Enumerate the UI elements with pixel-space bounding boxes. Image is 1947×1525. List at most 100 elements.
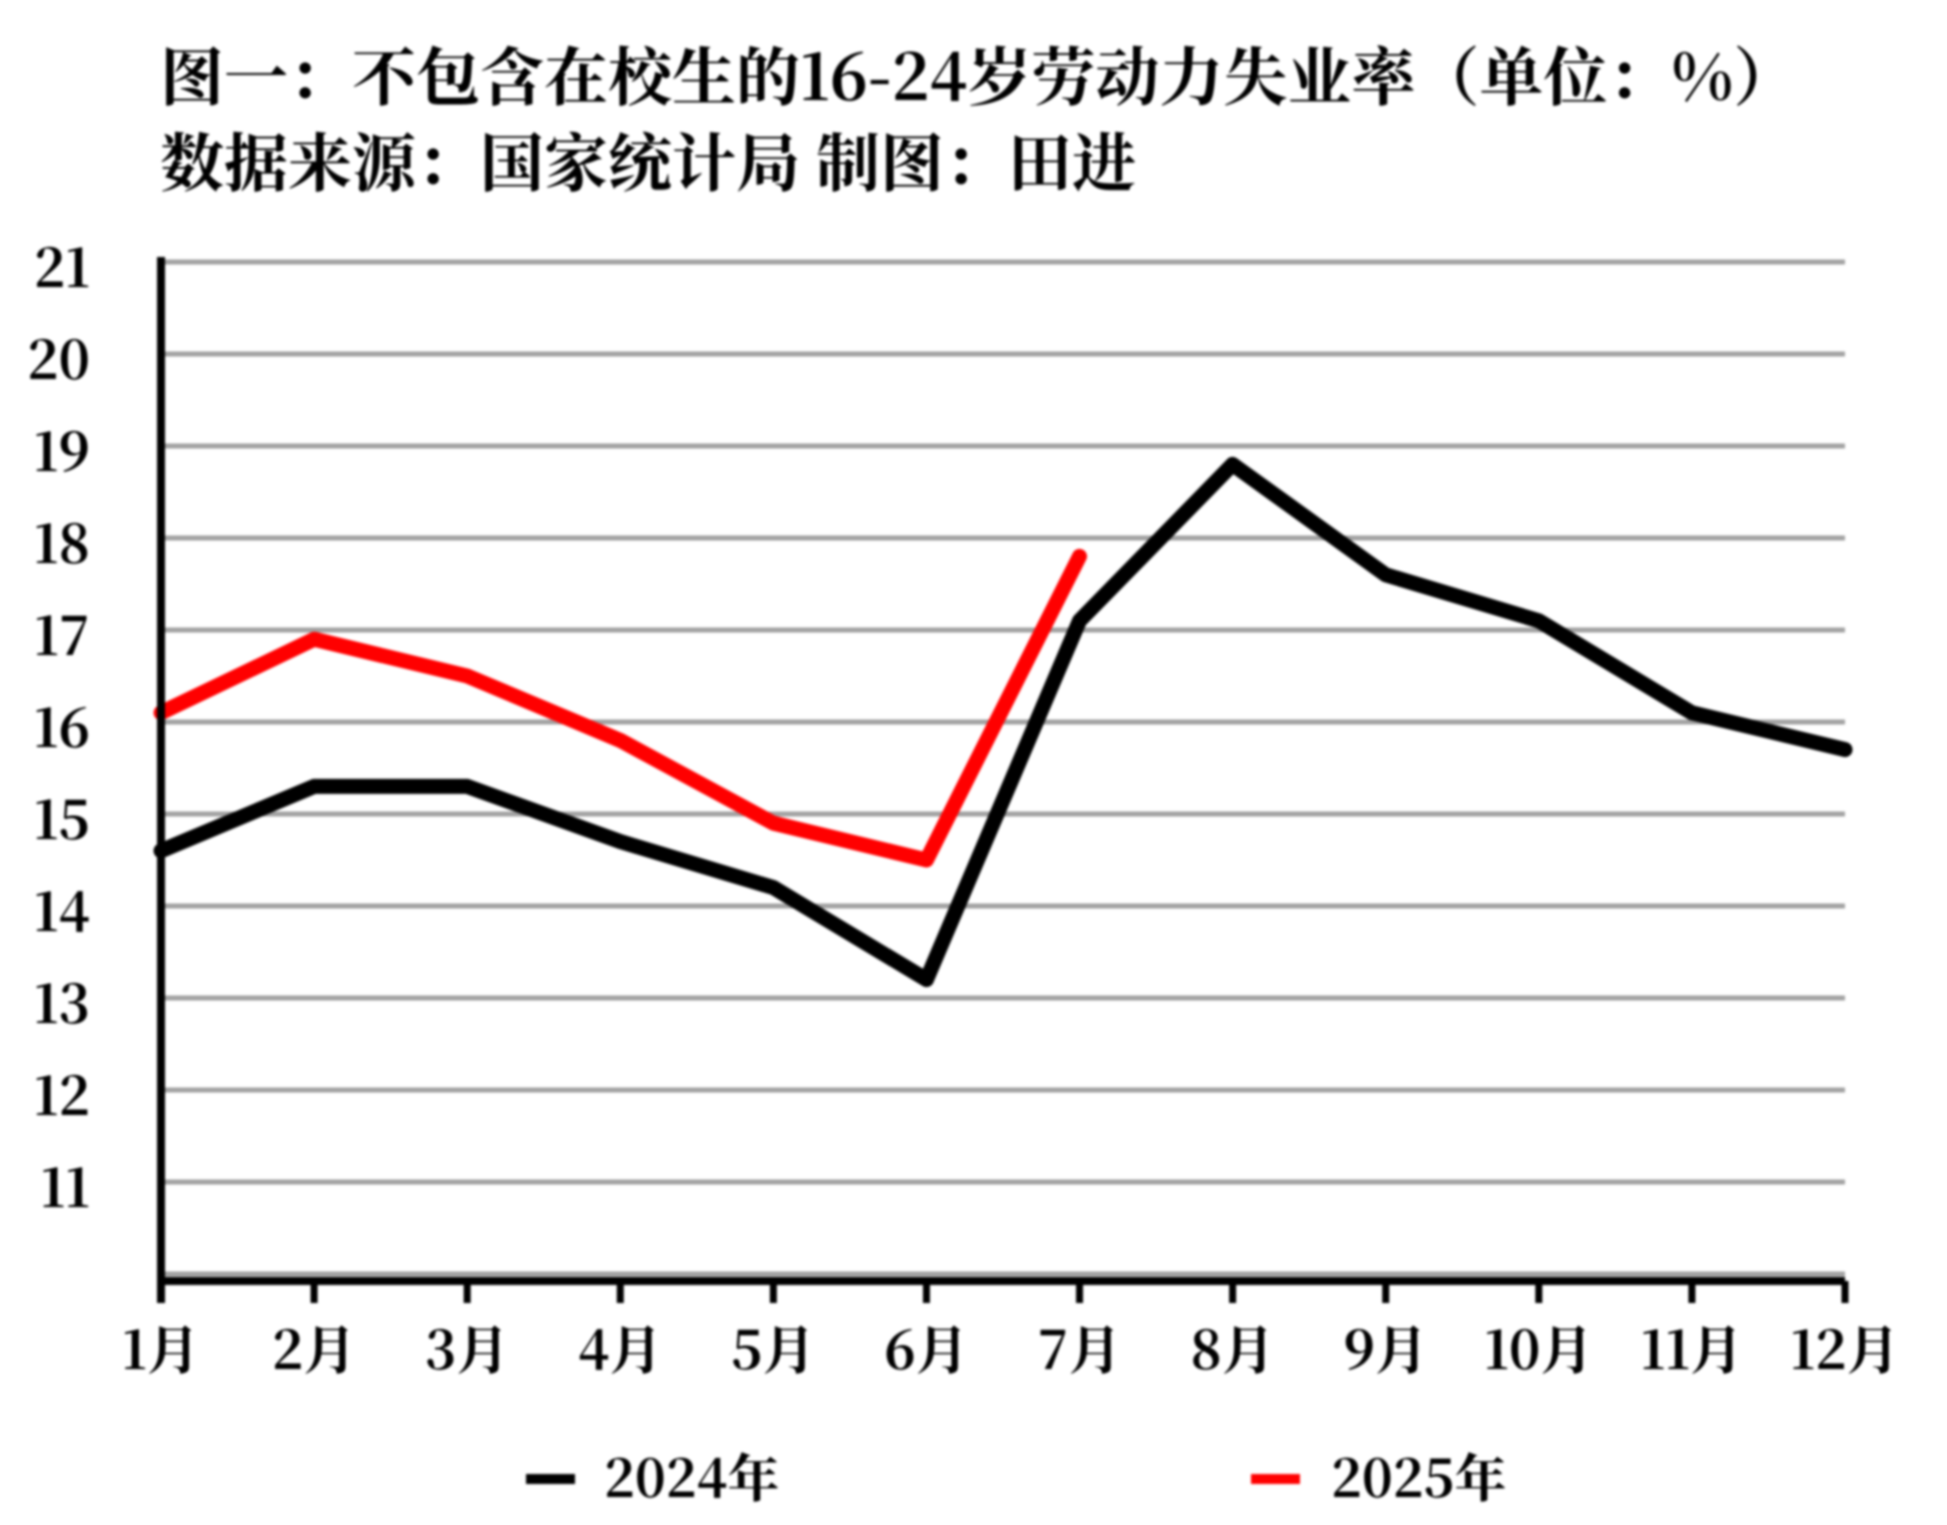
legend-label-2024年	[607, 1452, 778, 1502]
glyph	[274, 1328, 301, 1369]
y-tick-label	[30, 338, 88, 380]
glyph	[1456, 45, 1476, 106]
glyph	[161, 131, 224, 192]
glyph	[1033, 45, 1094, 106]
glyph	[225, 131, 287, 192]
glyph	[1848, 1325, 1891, 1374]
glyph	[1224, 1325, 1267, 1374]
x-tick-label	[579, 1325, 654, 1374]
glyph	[733, 1329, 760, 1370]
glyph	[1511, 1328, 1539, 1370]
glyph	[36, 523, 57, 564]
x-axis-labels	[125, 1325, 1891, 1374]
glyph	[61, 1074, 88, 1115]
glyph	[609, 131, 671, 192]
glyph	[1818, 1328, 1844, 1369]
x-tick-label	[1193, 1325, 1267, 1374]
x-tick-label	[886, 1325, 961, 1374]
glyph	[36, 246, 63, 287]
x-tick-label	[427, 1325, 501, 1374]
glyph	[289, 131, 351, 192]
glyph	[1097, 45, 1159, 106]
glyph	[917, 1325, 961, 1374]
chart-title-block	[161, 45, 1757, 192]
glyph	[668, 1457, 695, 1497]
glyph	[1544, 45, 1606, 106]
glyph	[1425, 1458, 1452, 1498]
glyph	[674, 131, 735, 192]
glyph	[931, 51, 966, 102]
x-tick-label	[1040, 1325, 1113, 1374]
glyph	[817, 132, 878, 192]
x-tick-label	[1487, 1325, 1585, 1374]
y-tick-label	[36, 246, 89, 288]
x-tick-label	[1793, 1325, 1891, 1374]
glyph	[870, 79, 889, 85]
y-tick-label	[37, 615, 87, 656]
glyph	[609, 45, 672, 106]
glyph	[166, 46, 221, 106]
glyph	[895, 51, 927, 100]
glyph	[60, 430, 88, 473]
glyph	[1225, 46, 1287, 106]
glyph	[764, 1325, 807, 1374]
glyph	[68, 247, 89, 288]
glyph	[68, 1167, 89, 1208]
glyph	[1014, 134, 1069, 191]
y-tick-label	[36, 430, 88, 473]
glyph	[579, 1329, 609, 1370]
glyph	[1793, 1329, 1814, 1370]
series-lines	[153, 456, 1853, 988]
y-tick-label	[36, 982, 88, 1024]
glyph	[740, 45, 799, 106]
glyph	[36, 1075, 57, 1116]
y-tick-label	[36, 891, 89, 932]
x-tick-label	[1345, 1325, 1420, 1374]
glyph	[1542, 1325, 1585, 1374]
axes	[157, 257, 1849, 1303]
glyph	[611, 1325, 654, 1374]
glyph	[673, 45, 735, 103]
glyph	[60, 338, 88, 380]
glyph	[60, 982, 88, 1024]
glyph	[1334, 1457, 1360, 1497]
glyph	[60, 706, 88, 748]
glyph	[1618, 62, 1631, 99]
glyph	[427, 1328, 454, 1370]
glyph	[1487, 1329, 1508, 1370]
glyph	[60, 799, 88, 840]
glyph	[1643, 1329, 1664, 1370]
x-tick-label	[1643, 1325, 1735, 1374]
glyph	[60, 891, 89, 932]
glyph	[353, 132, 415, 192]
y-tick-label	[36, 799, 88, 840]
chart-source-note	[161, 131, 1135, 192]
glyph	[36, 799, 57, 840]
glyph	[36, 707, 57, 748]
glyph	[427, 148, 439, 185]
glyph	[36, 891, 57, 932]
glyph	[125, 1329, 146, 1370]
glyph	[1674, 51, 1731, 103]
glyph	[886, 1328, 914, 1370]
glyph	[1364, 1457, 1391, 1498]
gridlines	[161, 259, 1845, 1277]
glyph	[299, 62, 311, 99]
glyph	[1692, 1325, 1735, 1374]
glyph	[485, 132, 542, 192]
glyph	[969, 45, 1026, 106]
glyph	[1737, 45, 1757, 106]
glyph	[832, 51, 866, 102]
y-tick-label	[36, 706, 88, 748]
glyph	[886, 132, 941, 192]
glyph	[1668, 1329, 1689, 1370]
y-axis-labels	[30, 246, 89, 1208]
glyph	[803, 51, 828, 101]
glyph	[1193, 1328, 1220, 1370]
glyph	[43, 1167, 64, 1208]
glyph	[149, 1325, 192, 1374]
glyph	[737, 132, 798, 192]
glyph	[729, 1452, 778, 1502]
glyph	[417, 45, 478, 105]
